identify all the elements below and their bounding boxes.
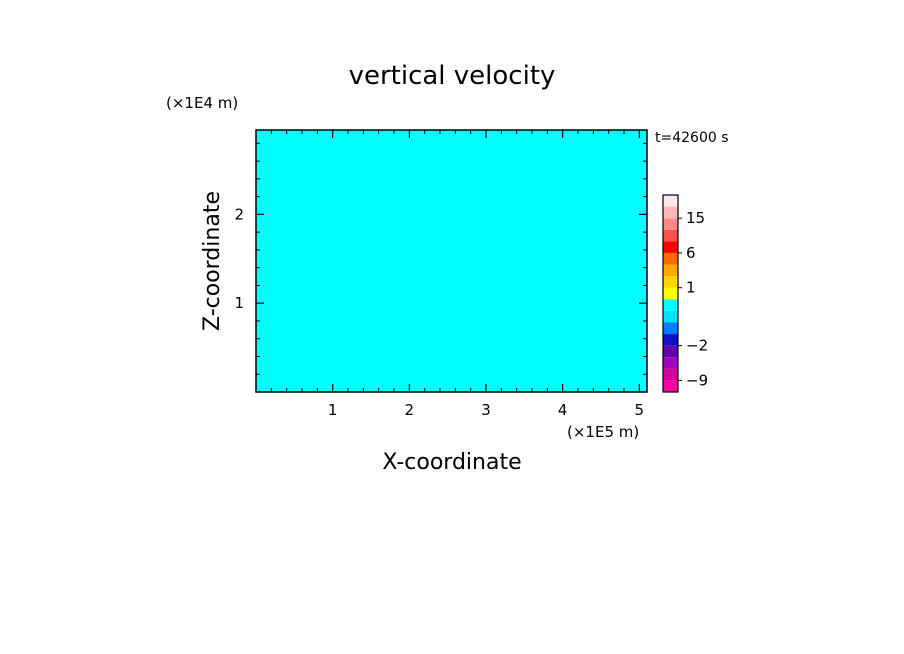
colorbar-segment xyxy=(663,206,678,219)
x-tick-label: 1 xyxy=(328,401,338,419)
x-axis-label: X-coordinate xyxy=(382,450,521,475)
colorbar-segment xyxy=(663,368,678,381)
colorbar-segment xyxy=(663,345,678,358)
x-tick-label: 3 xyxy=(481,401,491,419)
colorbar-segment xyxy=(663,276,678,288)
colorbar-segment xyxy=(663,195,678,207)
time-label: t=42600 s xyxy=(655,130,729,146)
x-unit-label: (×1E5 m) xyxy=(567,423,639,441)
x-tick-label: 5 xyxy=(635,401,645,419)
y-axis: 12 xyxy=(234,142,647,375)
colorbar-tick-label: 6 xyxy=(686,244,696,262)
colorbar-segment xyxy=(663,229,678,242)
field-negative-regions xyxy=(256,130,647,392)
colorbar-segment xyxy=(663,322,678,335)
colorbar-segment xyxy=(663,287,678,300)
colorbar-segment xyxy=(663,299,678,311)
y-tick-label: 1 xyxy=(234,294,244,312)
y-unit-label: (×1E4 m) xyxy=(166,94,238,112)
x-tick-label: 2 xyxy=(405,401,415,419)
y-axis-label: Z-coordinate xyxy=(200,191,225,331)
colorbar-tick-label: −2 xyxy=(686,337,708,355)
plot-frame xyxy=(255,129,648,393)
velocity-field xyxy=(256,130,647,392)
colorbar-tick-label: 15 xyxy=(686,209,705,227)
chart-title: vertical velocity xyxy=(349,61,556,91)
colorbar-tick-label: −9 xyxy=(686,371,708,389)
colorbar-segment xyxy=(663,252,678,265)
x-axis: 1 2 3 4 5 xyxy=(270,130,645,419)
y-tick-label: 2 xyxy=(234,205,244,223)
x-tick-label: 4 xyxy=(558,401,568,419)
colorbar-segment xyxy=(663,310,678,323)
colorbar-tick-label: 1 xyxy=(686,279,696,297)
colorbar-segment xyxy=(663,334,678,346)
colorbar-segment xyxy=(663,218,678,230)
colorbar-segment xyxy=(663,380,678,392)
colorbar-segment xyxy=(663,357,678,369)
colorbar: 15 6 1 −2 −9 xyxy=(662,194,708,393)
colorbar-segment xyxy=(663,241,678,253)
colorbar-segment xyxy=(663,264,678,277)
colorbar-frame xyxy=(662,194,679,393)
